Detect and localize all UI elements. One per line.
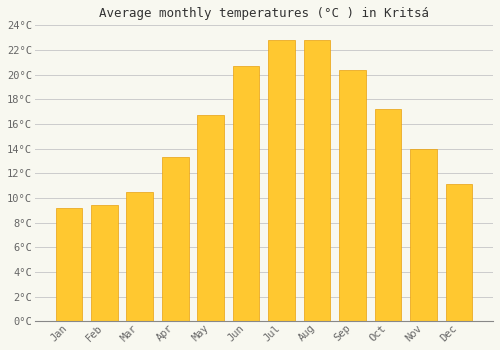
Bar bbox=[374, 109, 402, 321]
Bar bbox=[126, 192, 153, 321]
Bar bbox=[339, 70, 366, 321]
Bar bbox=[410, 149, 437, 321]
Bar bbox=[233, 66, 260, 321]
Bar bbox=[268, 40, 295, 321]
Title: Average monthly temperatures (°C ) in Kritsá: Average monthly temperatures (°C ) in Kr… bbox=[99, 7, 429, 20]
Bar bbox=[91, 205, 118, 321]
Bar bbox=[198, 116, 224, 321]
Bar bbox=[162, 157, 188, 321]
Bar bbox=[304, 40, 330, 321]
Bar bbox=[446, 184, 472, 321]
Bar bbox=[56, 208, 82, 321]
